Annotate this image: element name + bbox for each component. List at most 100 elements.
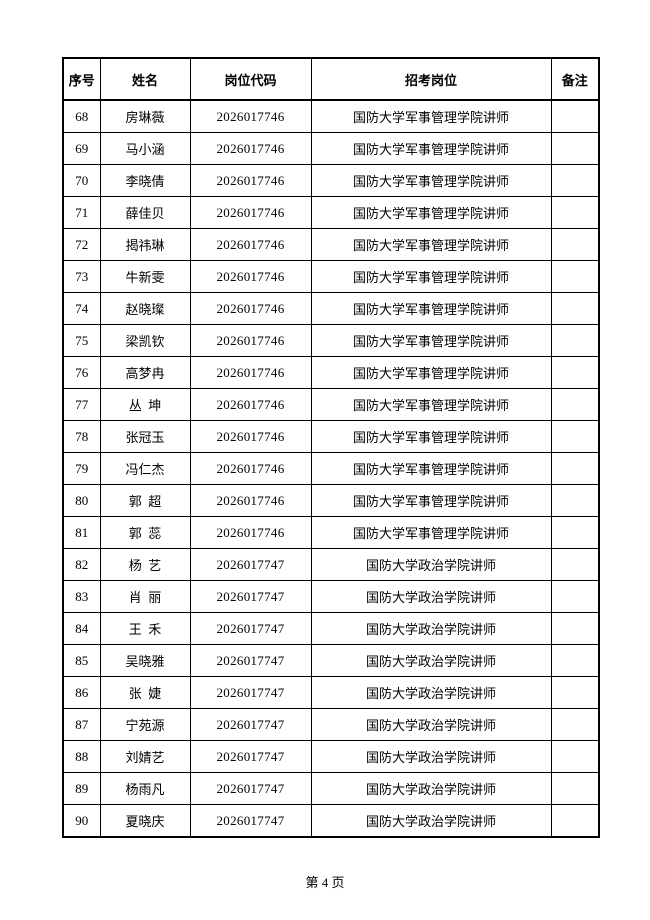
cell-serial-number: 68 xyxy=(62,99,101,133)
table-row: 70 李晓倩 2026017746 国防大学军事管理学院讲师 xyxy=(62,164,600,197)
cell-recruitment-position: 国防大学军事管理学院讲师 xyxy=(310,99,552,133)
cell-remarks xyxy=(550,228,600,261)
cell-position-code: 2026017746 xyxy=(189,452,312,485)
cell-name: 夏晓庆 xyxy=(99,804,191,838)
table-row: 73 牛新雯 2026017746 国防大学军事管理学院讲师 xyxy=(62,260,600,293)
cell-position-code: 2026017746 xyxy=(189,99,312,133)
cell-position-code: 2026017747 xyxy=(189,644,312,677)
table-row: 69 马小涵 2026017746 国防大学军事管理学院讲师 xyxy=(62,132,600,165)
cell-recruitment-position: 国防大学政治学院讲师 xyxy=(310,580,552,613)
table-row: 83 肖 丽 2026017747 国防大学政治学院讲师 xyxy=(62,580,600,613)
cell-serial-number: 81 xyxy=(62,516,101,549)
cell-recruitment-position: 国防大学军事管理学院讲师 xyxy=(310,516,552,549)
cell-name: 宁苑源 xyxy=(99,708,191,741)
cell-position-code: 2026017746 xyxy=(189,228,312,261)
cell-serial-number: 69 xyxy=(62,132,101,165)
cell-name: 牛新雯 xyxy=(99,260,191,293)
cell-name: 张 婕 xyxy=(99,676,191,709)
cell-remarks xyxy=(550,196,600,229)
table-row: 87 宁苑源 2026017747 国防大学政治学院讲师 xyxy=(62,708,600,741)
cell-name: 薛佳贝 xyxy=(99,196,191,229)
table-row: 85 吴晓雅 2026017747 国防大学政治学院讲师 xyxy=(62,644,600,677)
cell-serial-number: 74 xyxy=(62,292,101,325)
cell-recruitment-position: 国防大学政治学院讲师 xyxy=(310,804,552,838)
cell-remarks xyxy=(550,516,600,549)
table-row: 88 刘婧艺 2026017747 国防大学政治学院讲师 xyxy=(62,740,600,773)
cell-recruitment-position: 国防大学政治学院讲师 xyxy=(310,644,552,677)
cell-recruitment-position: 国防大学政治学院讲师 xyxy=(310,708,552,741)
cell-serial-number: 88 xyxy=(62,740,101,773)
cell-name: 房琳薇 xyxy=(99,99,191,133)
cell-position-code: 2026017747 xyxy=(189,580,312,613)
table-row: 76 高梦冉 2026017746 国防大学军事管理学院讲师 xyxy=(62,356,600,389)
cell-name: 高梦冉 xyxy=(99,356,191,389)
cell-remarks xyxy=(550,99,600,133)
cell-recruitment-position: 国防大学政治学院讲师 xyxy=(310,772,552,805)
cell-recruitment-position: 国防大学军事管理学院讲师 xyxy=(310,164,552,197)
cell-name: 吴晓雅 xyxy=(99,644,191,677)
table-row: 86 张 婕 2026017747 国防大学政治学院讲师 xyxy=(62,676,600,709)
cell-remarks xyxy=(550,452,600,485)
column-header-recruitment-position: 招考岗位 xyxy=(310,57,552,101)
cell-position-code: 2026017746 xyxy=(189,388,312,421)
table-row: 77 丛 坤 2026017746 国防大学军事管理学院讲师 xyxy=(62,388,600,421)
cell-serial-number: 80 xyxy=(62,484,101,517)
cell-remarks xyxy=(550,644,600,677)
table-row: 84 王 禾 2026017747 国防大学政治学院讲师 xyxy=(62,612,600,645)
cell-serial-number: 78 xyxy=(62,420,101,453)
cell-serial-number: 84 xyxy=(62,612,101,645)
cell-name: 肖 丽 xyxy=(99,580,191,613)
column-header-name: 姓名 xyxy=(99,57,191,101)
table-row: 79 冯仁杰 2026017746 国防大学军事管理学院讲师 xyxy=(62,452,600,485)
cell-remarks xyxy=(550,260,600,293)
cell-recruitment-position: 国防大学军事管理学院讲师 xyxy=(310,292,552,325)
cell-recruitment-position: 国防大学政治学院讲师 xyxy=(310,676,552,709)
cell-recruitment-position: 国防大学军事管理学院讲师 xyxy=(310,324,552,357)
table-header-row: 序号 姓名 岗位代码 招考岗位 备注 xyxy=(62,57,600,101)
cell-serial-number: 89 xyxy=(62,772,101,805)
cell-remarks xyxy=(550,708,600,741)
cell-recruitment-position: 国防大学政治学院讲师 xyxy=(310,548,552,581)
column-header-serial-number: 序号 xyxy=(62,57,101,101)
table-row: 90 夏晓庆 2026017747 国防大学政治学院讲师 xyxy=(62,804,600,838)
cell-remarks xyxy=(550,132,600,165)
cell-recruitment-position: 国防大学军事管理学院讲师 xyxy=(310,260,552,293)
cell-position-code: 2026017746 xyxy=(189,292,312,325)
table-row: 75 梁凯钦 2026017746 国防大学军事管理学院讲师 xyxy=(62,324,600,357)
cell-name: 揭祎琳 xyxy=(99,228,191,261)
cell-serial-number: 82 xyxy=(62,548,101,581)
cell-position-code: 2026017746 xyxy=(189,420,312,453)
cell-recruitment-position: 国防大学军事管理学院讲师 xyxy=(310,420,552,453)
table-row: 68 房琳薇 2026017746 国防大学军事管理学院讲师 xyxy=(62,99,600,133)
cell-name: 梁凯钦 xyxy=(99,324,191,357)
cell-position-code: 2026017746 xyxy=(189,164,312,197)
cell-serial-number: 87 xyxy=(62,708,101,741)
cell-position-code: 2026017747 xyxy=(189,740,312,773)
cell-position-code: 2026017746 xyxy=(189,356,312,389)
cell-recruitment-position: 国防大学政治学院讲师 xyxy=(310,740,552,773)
cell-serial-number: 85 xyxy=(62,644,101,677)
cell-name: 王 禾 xyxy=(99,612,191,645)
cell-name: 马小涵 xyxy=(99,132,191,165)
cell-serial-number: 70 xyxy=(62,164,101,197)
cell-position-code: 2026017747 xyxy=(189,676,312,709)
cell-position-code: 2026017747 xyxy=(189,612,312,645)
cell-position-code: 2026017746 xyxy=(189,324,312,357)
recruitment-roster-table: 序号 姓名 岗位代码 招考岗位 备注 68 房琳薇 2026017746 国防大… xyxy=(62,57,600,838)
table-row: 80 郭 超 2026017746 国防大学军事管理学院讲师 xyxy=(62,484,600,517)
cell-name: 郭 蕊 xyxy=(99,516,191,549)
cell-remarks xyxy=(550,740,600,773)
cell-serial-number: 83 xyxy=(62,580,101,613)
cell-remarks xyxy=(550,356,600,389)
cell-remarks xyxy=(550,612,600,645)
cell-position-code: 2026017747 xyxy=(189,548,312,581)
cell-serial-number: 86 xyxy=(62,676,101,709)
cell-position-code: 2026017746 xyxy=(189,196,312,229)
cell-remarks xyxy=(550,676,600,709)
page-number: 第 4 页 xyxy=(305,875,345,890)
cell-recruitment-position: 国防大学政治学院讲师 xyxy=(310,612,552,645)
cell-remarks xyxy=(550,388,600,421)
cell-remarks xyxy=(550,548,600,581)
cell-remarks xyxy=(550,164,600,197)
